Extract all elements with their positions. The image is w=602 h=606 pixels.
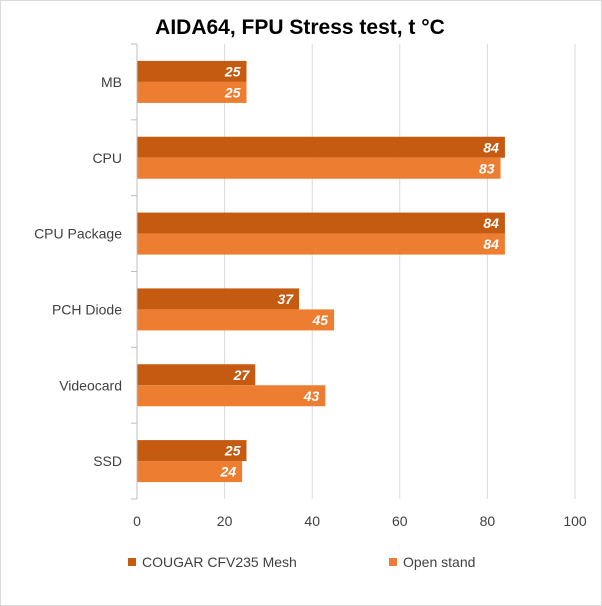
chart-title: AIDA64, FPU Stress test, t °C [155, 16, 445, 39]
gridlines [224, 44, 576, 499]
x-tick-label: 100 [563, 513, 587, 529]
x-tick-label: 20 [217, 513, 233, 529]
data-label: 83 [479, 160, 495, 176]
data-label: 27 [233, 367, 251, 383]
x-tick-label: 0 [133, 513, 141, 529]
data-label: 45 [312, 312, 329, 328]
category-label: SSD [93, 453, 122, 469]
bar [137, 136, 505, 158]
bar [137, 364, 256, 386]
data-label: 84 [483, 236, 499, 252]
category-label: MB [101, 74, 122, 90]
category-label: Videocard [59, 377, 122, 393]
data-label: 37 [277, 291, 294, 307]
category-label: CPU [92, 150, 122, 166]
bar [137, 288, 300, 310]
legend-label: Open stand [403, 554, 475, 570]
bar [137, 233, 505, 255]
legend-swatch [128, 558, 136, 566]
data-label: 25 [224, 443, 241, 459]
data-label: 24 [220, 464, 237, 480]
category-label: CPU Package [34, 226, 122, 242]
bar [137, 461, 243, 483]
legend-swatch [389, 558, 397, 566]
x-tick-label: 40 [304, 513, 320, 529]
x-tick-label: 80 [480, 513, 496, 529]
category-label: PCH Diode [52, 301, 122, 317]
bar [137, 309, 335, 331]
bar [137, 440, 247, 462]
data-label: 84 [483, 139, 499, 155]
bar [137, 212, 505, 234]
x-tick-label: 60 [392, 513, 408, 529]
axes: 0 20 40 60 80 100 MB CPU CPU Package PCH Diode Vid… [34, 43, 587, 529]
bars: 25 25 84 83 84 84 37 45 27 43 25 24 [137, 60, 505, 483]
data-label: 25 [224, 84, 241, 100]
bar [137, 385, 326, 407]
data-label: 43 [303, 388, 320, 404]
bar [137, 81, 247, 103]
data-label: 84 [483, 215, 499, 231]
bar [137, 60, 247, 82]
legend: COUGAR CFV235 Mesh Open stand [128, 554, 475, 570]
legend-label: COUGAR CFV235 Mesh [142, 554, 297, 570]
data-label: 25 [224, 63, 241, 79]
bar [137, 157, 501, 179]
